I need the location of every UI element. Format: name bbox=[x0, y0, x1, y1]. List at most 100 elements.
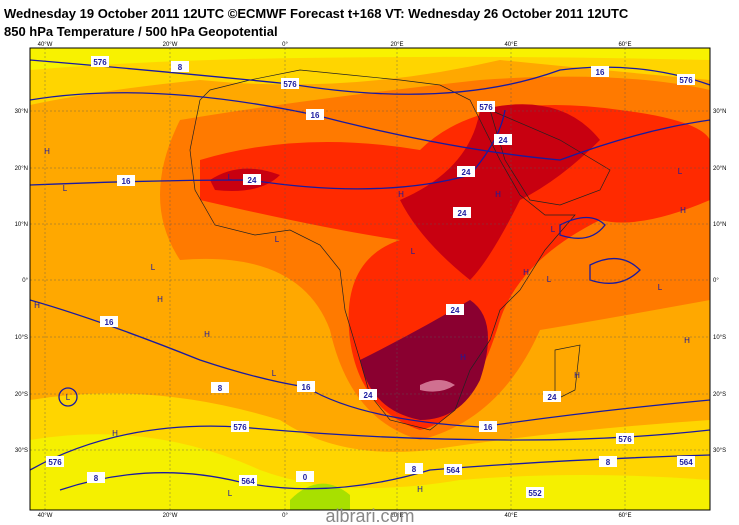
contour-label-box bbox=[543, 391, 561, 402]
pressure-center: H bbox=[112, 429, 118, 438]
contour-label-box bbox=[117, 175, 135, 186]
contour-label: 552 bbox=[528, 489, 542, 498]
contour-label: 24 bbox=[458, 209, 467, 218]
longitude-label: 40°W bbox=[38, 513, 53, 519]
contour-label: 576 bbox=[48, 458, 62, 467]
contour-label-box bbox=[405, 463, 423, 474]
contour-label-box bbox=[526, 487, 544, 498]
contour-label-box bbox=[91, 56, 109, 67]
contour-label: 16 bbox=[105, 318, 114, 327]
contour-label: 564 bbox=[679, 458, 693, 467]
contour-label-box bbox=[479, 421, 497, 432]
latitude-label: 0° bbox=[713, 278, 719, 284]
contour-label: 576 bbox=[283, 80, 297, 89]
pressure-center: L bbox=[551, 225, 556, 234]
contour-label: 576 bbox=[479, 103, 493, 112]
pressure-center: H bbox=[495, 190, 501, 199]
pressure-center: L bbox=[411, 247, 416, 256]
contour-label: 16 bbox=[596, 68, 605, 77]
contour-label-box bbox=[211, 382, 229, 393]
contour-label: 8 bbox=[606, 458, 611, 467]
contour-label-box bbox=[239, 475, 257, 486]
pressure-center: H bbox=[460, 353, 466, 362]
longitude-label: 20°W bbox=[163, 42, 178, 48]
pressure-center: H bbox=[34, 301, 40, 310]
latitude-label: 20°S bbox=[713, 392, 726, 398]
latitude-label: 30°S bbox=[15, 448, 28, 454]
contour-label: 24 bbox=[364, 391, 373, 400]
longitude-label: 60°E bbox=[618, 42, 631, 48]
latitude-label: 20°N bbox=[713, 166, 726, 172]
contour-label-box bbox=[87, 472, 105, 483]
coastlines bbox=[189, 69, 611, 431]
latitude-label: 0° bbox=[22, 278, 28, 284]
contour-label: 8 bbox=[178, 63, 183, 72]
contour-label-box bbox=[296, 471, 314, 482]
contour-label-box bbox=[231, 421, 249, 432]
pressure-center: H bbox=[417, 485, 423, 494]
pressure-center: H bbox=[157, 295, 163, 304]
title: Wednesday 19 October 2011 12UTC ©ECMWF F… bbox=[4, 6, 629, 21]
contour-label-box bbox=[297, 381, 315, 392]
contour-label: 564 bbox=[446, 466, 460, 475]
longitude-label: 20°W bbox=[163, 513, 178, 519]
subtitle: 850 hPa Temperature / 500 hPa Geopotenti… bbox=[4, 24, 278, 39]
contour-label: 576 bbox=[618, 435, 632, 444]
contour-label: 576 bbox=[93, 58, 107, 67]
contour-label-box bbox=[281, 78, 299, 89]
longitude-label: 40°E bbox=[504, 513, 517, 519]
pressure-center: L bbox=[63, 184, 68, 193]
latitude-label: 30°N bbox=[15, 109, 28, 115]
contour-label-box bbox=[599, 456, 617, 467]
contour-label-box bbox=[616, 433, 634, 444]
latitude-label: 30°N bbox=[713, 109, 726, 115]
contour-label: 576 bbox=[233, 423, 247, 432]
contour-label-box bbox=[677, 456, 695, 467]
contour-label: 16 bbox=[311, 111, 320, 120]
contour-label: 16 bbox=[302, 383, 311, 392]
contour-label-box bbox=[591, 66, 609, 77]
map-frame bbox=[29, 47, 711, 511]
contour-label-box bbox=[457, 166, 475, 177]
contour-label-box bbox=[100, 316, 118, 327]
contour-label-box bbox=[477, 101, 495, 112]
contour-label: 0 bbox=[303, 473, 308, 482]
latitude-label: 20°S bbox=[15, 392, 28, 398]
contour-label: 16 bbox=[484, 423, 493, 432]
pressure-center: L bbox=[228, 173, 233, 182]
longitude-label: 40°E bbox=[504, 42, 517, 48]
contour-label: 576 bbox=[679, 76, 693, 85]
contour-label: 24 bbox=[248, 176, 257, 185]
contour-label-box bbox=[243, 174, 261, 185]
contour-label: 8 bbox=[412, 465, 417, 474]
contour-label: 16 bbox=[122, 177, 131, 186]
pressure-center: L bbox=[228, 489, 233, 498]
pressure-center: H bbox=[574, 371, 580, 380]
pressure-center: L bbox=[66, 393, 71, 402]
contour-label: 8 bbox=[218, 384, 223, 393]
contour-label: 24 bbox=[451, 306, 460, 315]
contour-label: 24 bbox=[548, 393, 557, 402]
geopotential-contours bbox=[30, 59, 710, 491]
contour-label: 24 bbox=[462, 168, 471, 177]
contour-label-box bbox=[171, 61, 189, 72]
temperature-field bbox=[30, 48, 710, 510]
contour-label: 8 bbox=[94, 474, 99, 483]
pressure-center: H bbox=[44, 147, 50, 156]
pressure-center: H bbox=[680, 206, 686, 215]
contour-label-box bbox=[446, 304, 464, 315]
contour-label-box bbox=[677, 74, 695, 85]
longitude-label: 40°W bbox=[38, 42, 53, 48]
latitude-label: 10°N bbox=[15, 222, 28, 228]
contour-label-box bbox=[359, 389, 377, 400]
watermark: albrari.com bbox=[325, 506, 414, 525]
longitude-label: 60°E bbox=[618, 513, 631, 519]
pressure-center: L bbox=[275, 235, 280, 244]
contour-label-box bbox=[444, 464, 462, 475]
latitude-label: 10°S bbox=[15, 335, 28, 341]
longitude-label: 20°E bbox=[390, 42, 403, 48]
contour-label-box bbox=[453, 207, 471, 218]
pressure-center: L bbox=[678, 167, 683, 176]
pressure-center: L bbox=[658, 283, 663, 292]
